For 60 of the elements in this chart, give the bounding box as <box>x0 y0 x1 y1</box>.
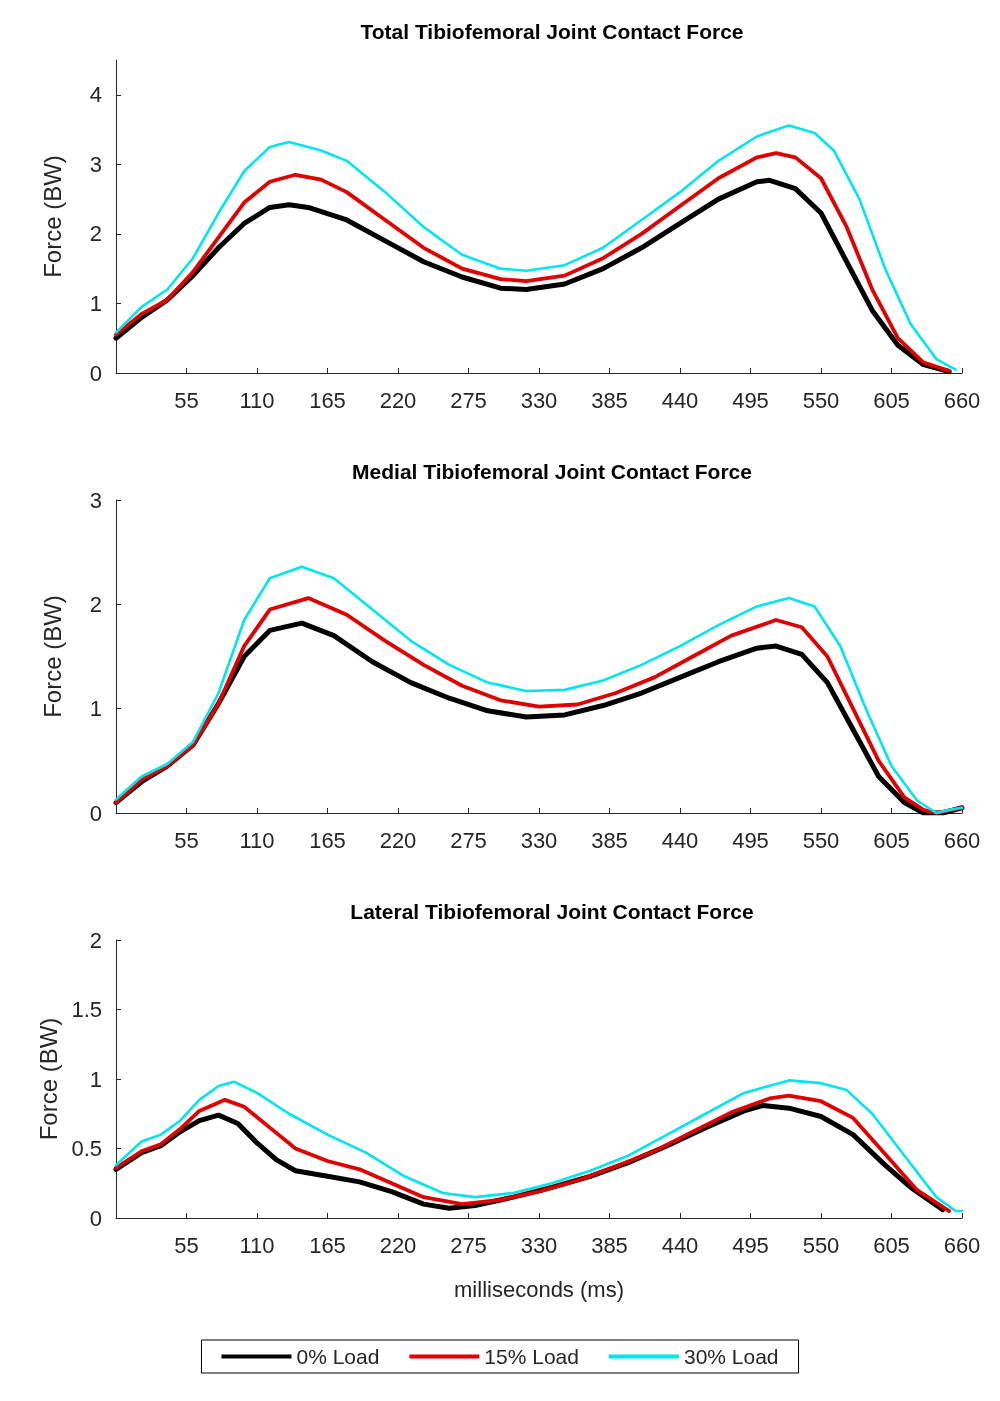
x-axis-title: milliseconds (ms) <box>454 1276 624 1302</box>
x-tick-label: 110 <box>239 387 275 413</box>
x-tick-label: 385 <box>591 827 628 853</box>
x-tick-label: 440 <box>661 1232 699 1258</box>
chart-title: Total Tibiofemoral Joint Contact Force <box>360 20 744 43</box>
y-tick-label: 1 <box>89 1066 102 1092</box>
x-tick-label: 220 <box>379 387 417 413</box>
x-tick-label: 660 <box>943 387 981 413</box>
y-tick-label: 0.5 <box>71 1136 102 1161</box>
x-tick-label: 550 <box>802 827 840 853</box>
x-tick-label: 495 <box>732 1232 769 1258</box>
legend-label: 30% Load <box>683 1345 779 1368</box>
y-tick-label: 2 <box>89 591 102 617</box>
x-tick-label: 165 <box>309 827 346 853</box>
legend-label: 15% Load <box>484 1345 579 1368</box>
x-tick-label: 220 <box>379 827 417 853</box>
y-tick-label: 1 <box>89 696 102 722</box>
legend-label: 0% Load <box>296 1345 380 1368</box>
x-tick-label: 605 <box>873 1232 910 1258</box>
x-tick-label: 165 <box>309 387 346 413</box>
y-tick-label: 1.5 <box>71 997 102 1022</box>
x-tick-label: 55 <box>174 827 199 853</box>
chart-title: Medial Tibiofemoral Joint Contact Force <box>352 460 752 483</box>
x-tick-label: 110 <box>239 827 275 853</box>
x-tick-label: 110 <box>239 1232 275 1258</box>
y-tick-label: 2 <box>89 221 102 247</box>
y-tick-label: 2 <box>89 927 102 953</box>
x-tick-label: 275 <box>450 827 487 853</box>
x-tick-label: 385 <box>591 1232 628 1258</box>
x-tick-label: 495 <box>732 827 769 853</box>
y-axis-title: Force (BW) <box>38 155 66 278</box>
x-tick-label: 55 <box>174 1232 199 1258</box>
x-tick-label: 275 <box>450 1232 487 1258</box>
x-tick-label: 330 <box>520 827 558 853</box>
y-axis-title: Force (BW) <box>35 1017 63 1141</box>
x-tick-label: 165 <box>309 1232 346 1258</box>
x-tick-label: 440 <box>661 827 699 853</box>
y-tick-label: 4 <box>89 82 102 108</box>
y-tick-label: 3 <box>89 487 102 513</box>
y-tick-label: 1 <box>89 290 102 316</box>
x-tick-label: 550 <box>802 387 840 413</box>
x-tick-label: 55 <box>174 387 199 413</box>
y-tick-label: 0 <box>89 1205 102 1231</box>
y-axis-title: Force (BW) <box>38 595 66 718</box>
x-tick-label: 605 <box>873 827 910 853</box>
x-tick-label: 660 <box>943 1232 981 1258</box>
x-tick-label: 385 <box>591 387 628 413</box>
x-tick-label: 605 <box>873 387 910 413</box>
x-tick-label: 330 <box>520 1232 558 1258</box>
y-tick-label: 0 <box>89 360 102 386</box>
x-tick-label: 220 <box>379 1232 417 1258</box>
x-tick-label: 550 <box>802 1232 840 1258</box>
y-tick-label: 3 <box>89 151 102 177</box>
x-tick-label: 330 <box>520 387 558 413</box>
x-tick-label: 495 <box>732 387 769 413</box>
x-tick-label: 275 <box>450 387 487 413</box>
chart-title: Lateral Tibiofemoral Joint Contact Force <box>350 900 754 923</box>
x-tick-label: 660 <box>943 827 981 853</box>
y-tick-label: 0 <box>89 800 102 826</box>
x-tick-label: 440 <box>661 387 699 413</box>
